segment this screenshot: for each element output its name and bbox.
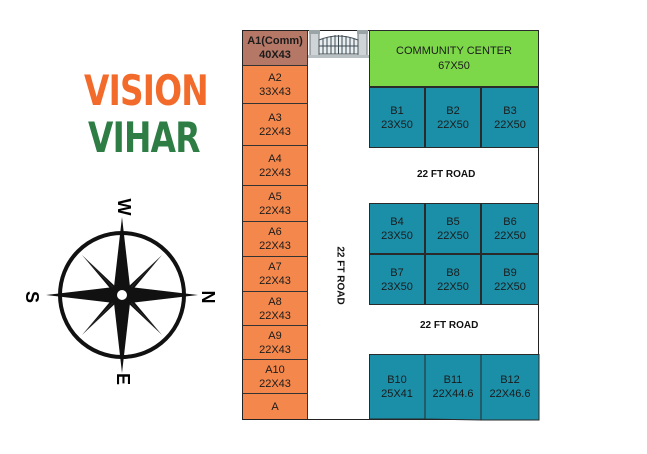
plot-size: 22X43	[259, 343, 291, 356]
compass-rose-icon: W E S N	[22, 199, 218, 386]
plot-b10-b12-shape	[369, 354, 540, 421]
compass-n: N	[198, 291, 218, 304]
plot-b5[interactable]: B5 22X50	[425, 203, 481, 254]
plot-a3[interactable]: A3 22X43	[243, 104, 308, 146]
plot-a1[interactable]: A1(Comm) 40X43	[243, 31, 308, 66]
plot-label: A4	[268, 152, 282, 165]
plot-size: 22X50	[494, 280, 526, 293]
plot-a5[interactable]: A5 22X43	[243, 186, 308, 222]
plot-size: 22X50	[437, 280, 469, 293]
plot-label: B12	[500, 374, 520, 386]
plot-size: 25X41	[381, 388, 413, 400]
plot-size: 23X50	[381, 229, 413, 242]
logo-vision: VISION	[84, 66, 209, 115]
plot-label: B4	[390, 215, 404, 228]
plot-label: A3	[268, 111, 282, 124]
plot-size: 22X50	[437, 229, 469, 242]
plot-b10[interactable]: B10 25X41	[369, 354, 425, 420]
plot-size: 22X43	[259, 377, 291, 390]
plot-size: 22X43	[259, 309, 291, 322]
plot-label: A7	[268, 261, 282, 273]
community-center[interactable]: COMMUNITY CENTER 67X50	[369, 30, 539, 87]
logo-vihar: VIHAR	[88, 113, 200, 162]
plot-size: 22X50	[437, 118, 469, 131]
plot-a[interactable]: A	[243, 394, 308, 419]
plot-size: 22X50	[494, 118, 526, 131]
plot-label: A1(Comm)	[247, 35, 303, 47]
plot-b3[interactable]: B3 22X50	[481, 87, 539, 148]
plot-label: B3	[503, 104, 517, 117]
plot-label: B11	[443, 374, 463, 386]
plot-a6[interactable]: A6 22X43	[243, 222, 308, 257]
compass-e: E	[113, 373, 133, 385]
plot-size: 22X46.6	[489, 388, 531, 400]
plot-a2[interactable]: A2 33X43	[243, 66, 308, 104]
plot-size: 40X43	[259, 49, 291, 61]
compass-w: W	[114, 199, 134, 216]
plot-label: B6	[503, 215, 517, 228]
road-label-horizontal-2: 22 FT ROAD	[420, 320, 479, 331]
plot-b11[interactable]: B11 22X44.6	[425, 354, 481, 420]
plot-b1[interactable]: B1 23X50	[369, 87, 425, 148]
plot-label: B2	[446, 104, 460, 117]
plot-a9[interactable]: A9 22X43	[243, 326, 308, 360]
plot-b9[interactable]: B9 22X50	[481, 254, 539, 305]
plot-size: 22X43	[259, 204, 291, 217]
plot-label: A10	[265, 363, 285, 376]
plot-label: B8	[446, 266, 460, 279]
plot-label: A	[271, 400, 279, 413]
compass-s: S	[22, 291, 42, 303]
plot-size: 23X50	[381, 118, 413, 131]
plot-size: 22X43	[259, 166, 291, 179]
plot-a4[interactable]: A4 22X43	[243, 146, 308, 186]
plot-b2[interactable]: B2 22X50	[425, 87, 481, 148]
plot-label: B10	[387, 374, 407, 386]
plot-size: 33X43	[259, 85, 291, 98]
gate-icon	[308, 30, 369, 58]
plot-size: 22X43	[259, 275, 291, 287]
plot-size: 22X43	[259, 240, 291, 252]
plot-b7[interactable]: B7 23X50	[369, 254, 425, 305]
plot-size: 22X50	[494, 229, 526, 242]
plot-size: 23X50	[381, 280, 413, 293]
plot-label: B5	[446, 215, 460, 228]
plot-label: A9	[268, 329, 282, 342]
plot-label: A8	[268, 295, 282, 308]
plot-a8[interactable]: A8 22X43	[243, 292, 308, 326]
plot-a7[interactable]: A7 22X43	[243, 257, 308, 292]
plot-size: 22X43	[259, 125, 291, 138]
plot-b8[interactable]: B8 22X50	[425, 254, 481, 305]
plot-size: 22X44.6	[432, 388, 474, 400]
plot-label: A2	[268, 71, 282, 84]
road-label-vertical: 22 FT ROAD	[334, 246, 346, 305]
plot-a10[interactable]: A10 22X43	[243, 360, 308, 394]
plot-label: B1	[390, 104, 404, 117]
plot-label: B7	[390, 266, 404, 279]
plot-b12[interactable]: B12 22X46.6	[481, 354, 539, 420]
plot-label: A6	[268, 226, 282, 238]
plot-label: A5	[268, 190, 282, 203]
road-label-horizontal-1: 22 FT ROAD	[417, 169, 476, 180]
plot-label: B9	[503, 266, 517, 279]
plot-b6[interactable]: B6 22X50	[481, 203, 539, 254]
community-center-label: COMMUNITY CENTER	[396, 44, 512, 57]
community-center-size: 67X50	[438, 59, 470, 72]
plot-b4[interactable]: B4 23X50	[369, 203, 425, 254]
